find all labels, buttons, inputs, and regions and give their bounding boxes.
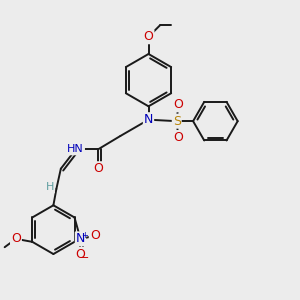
Text: O: O <box>11 232 21 245</box>
Text: N: N <box>76 232 85 245</box>
Text: +: + <box>81 230 88 239</box>
Text: N: N <box>144 113 153 126</box>
Text: −: − <box>80 253 89 263</box>
Text: O: O <box>173 131 183 144</box>
Text: O: O <box>93 162 103 175</box>
Text: O: O <box>90 230 100 242</box>
Text: O: O <box>144 30 154 43</box>
Text: O: O <box>173 98 183 111</box>
Text: H: H <box>46 182 54 193</box>
Text: S: S <box>173 115 181 128</box>
Text: O: O <box>76 248 85 261</box>
Text: HN: HN <box>67 144 84 154</box>
